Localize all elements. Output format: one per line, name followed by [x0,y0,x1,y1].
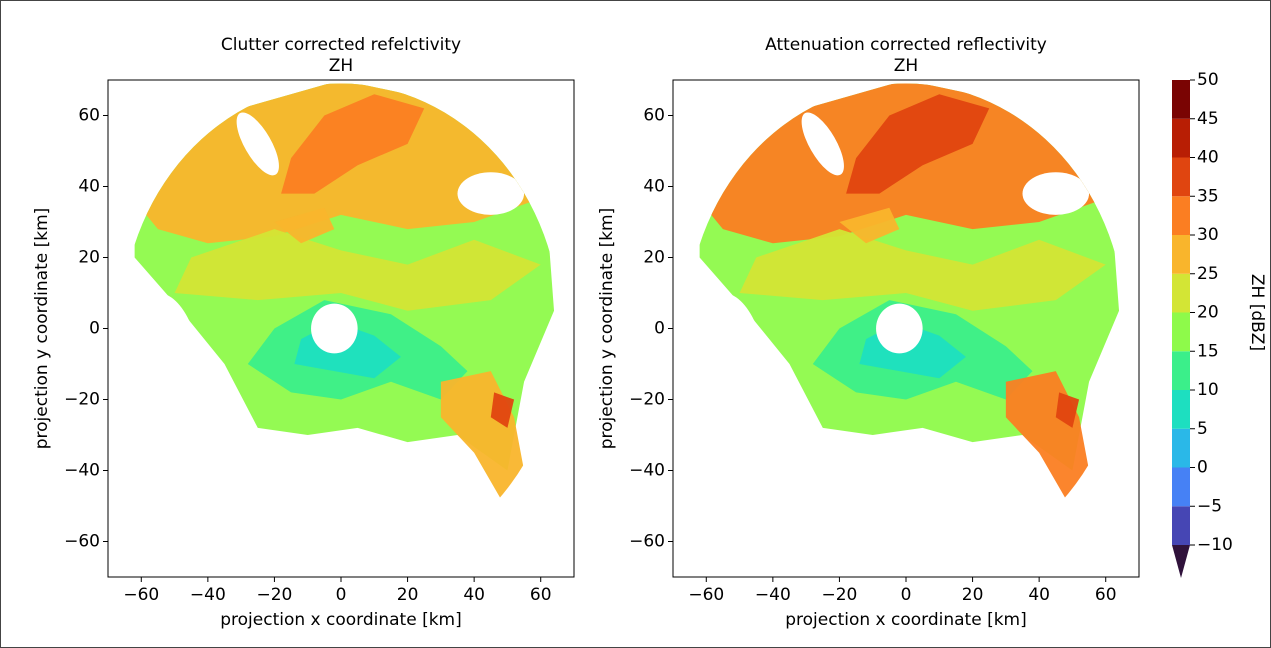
x-tick-label: 60 [1095,585,1117,605]
chart-subtitle: ZH [329,56,353,76]
echo-patch [739,229,1106,311]
y-tick-label: −40 [64,461,100,481]
echo-patch [281,94,425,194]
colorbar-segment [1172,235,1190,274]
x-tick-label: −20 [256,585,292,605]
colorbar-segment [1172,80,1190,119]
y-tick-label: 20 [78,248,100,268]
echo-patch [490,392,515,428]
colorbar-segment [1172,428,1190,468]
colorbar-segment [1172,196,1190,235]
y-axis-label: projection y coordinate [km] [597,208,617,450]
colorbar-tick-label: 30 [1197,225,1219,245]
colorbar-segment [1172,273,1190,313]
colorbar-segment [1172,157,1190,197]
echo-patch [274,207,335,244]
colorbar-segment [1172,351,1190,390]
colorbar-segment [1172,467,1190,507]
echo-patch [839,207,900,244]
y-tick-label: 0 [654,319,665,339]
y-tick-label: 40 [643,177,665,197]
echo-patch [1055,392,1080,428]
x-axis-label: projection x coordinate [km] [785,610,1027,630]
echo-gap [1022,172,1090,215]
y-tick-label: −60 [64,532,100,552]
chart-subtitle: ZH [894,56,918,76]
x-tick-label: −60 [688,585,724,605]
echo-patch [846,94,990,194]
y-tick-label: 20 [643,248,665,268]
x-tick-label: −60 [123,585,159,605]
y-tick-label: −40 [629,461,665,481]
colorbar-tick-label: 50 [1197,70,1219,90]
y-tick-label: 60 [643,106,665,126]
x-tick-label: 60 [530,585,552,605]
colorbar-tick-label: 5 [1197,419,1208,439]
colorbar-tick-label: 0 [1197,458,1208,478]
x-axis-label: projection x coordinate [km] [220,610,462,630]
colorbar-tick-label: 10 [1197,380,1219,400]
echo-gap [236,112,279,176]
x-tick-label: −40 [755,585,791,605]
colorbar-tick-label: 45 [1197,109,1219,129]
colorbar-tick-label: 35 [1197,186,1219,206]
y-tick-label: −60 [629,532,665,552]
x-tick-label: 0 [336,585,347,605]
x-tick-label: 0 [901,585,912,605]
colorbar-segment [1172,506,1190,545]
x-tick-label: 40 [1028,585,1050,605]
colorbar-tick-label: 40 [1197,148,1219,168]
x-tick-label: −20 [821,585,857,605]
colorbar-tick-label: 15 [1197,341,1219,361]
y-tick-label: −20 [629,390,665,410]
echo-gap [457,172,525,215]
x-tick-label: 20 [962,585,984,605]
colorbar-segment [1172,390,1190,429]
colorbar-tick-label: 20 [1197,303,1219,323]
colorbar-segment [1172,312,1190,352]
colorbar-tick-label: 25 [1197,264,1219,284]
echo-gap [876,303,923,354]
y-tick-label: −20 [64,390,100,410]
chart-title: Clutter corrected refelctivity [221,35,461,55]
echo-patch [174,229,541,311]
colorbar-label: ZH [dBZ] [1247,274,1267,351]
x-tick-label: 40 [463,585,485,605]
colorbar-tick-label: −10 [1197,535,1233,555]
y-tick-label: 40 [78,177,100,197]
y-tick-label: 60 [78,106,100,126]
x-tick-label: 20 [397,585,419,605]
echo-gap [801,112,844,176]
x-tick-label: −40 [190,585,226,605]
colorbar-extend [1172,545,1190,578]
y-tick-label: 0 [89,319,100,339]
y-axis-label: projection y coordinate [km] [32,208,52,450]
colorbar-tick-label: −5 [1197,496,1222,516]
colorbar-segment [1172,118,1190,158]
chart-title: Attenuation corrected reflectivity [765,35,1047,55]
echo-gap [311,303,358,354]
